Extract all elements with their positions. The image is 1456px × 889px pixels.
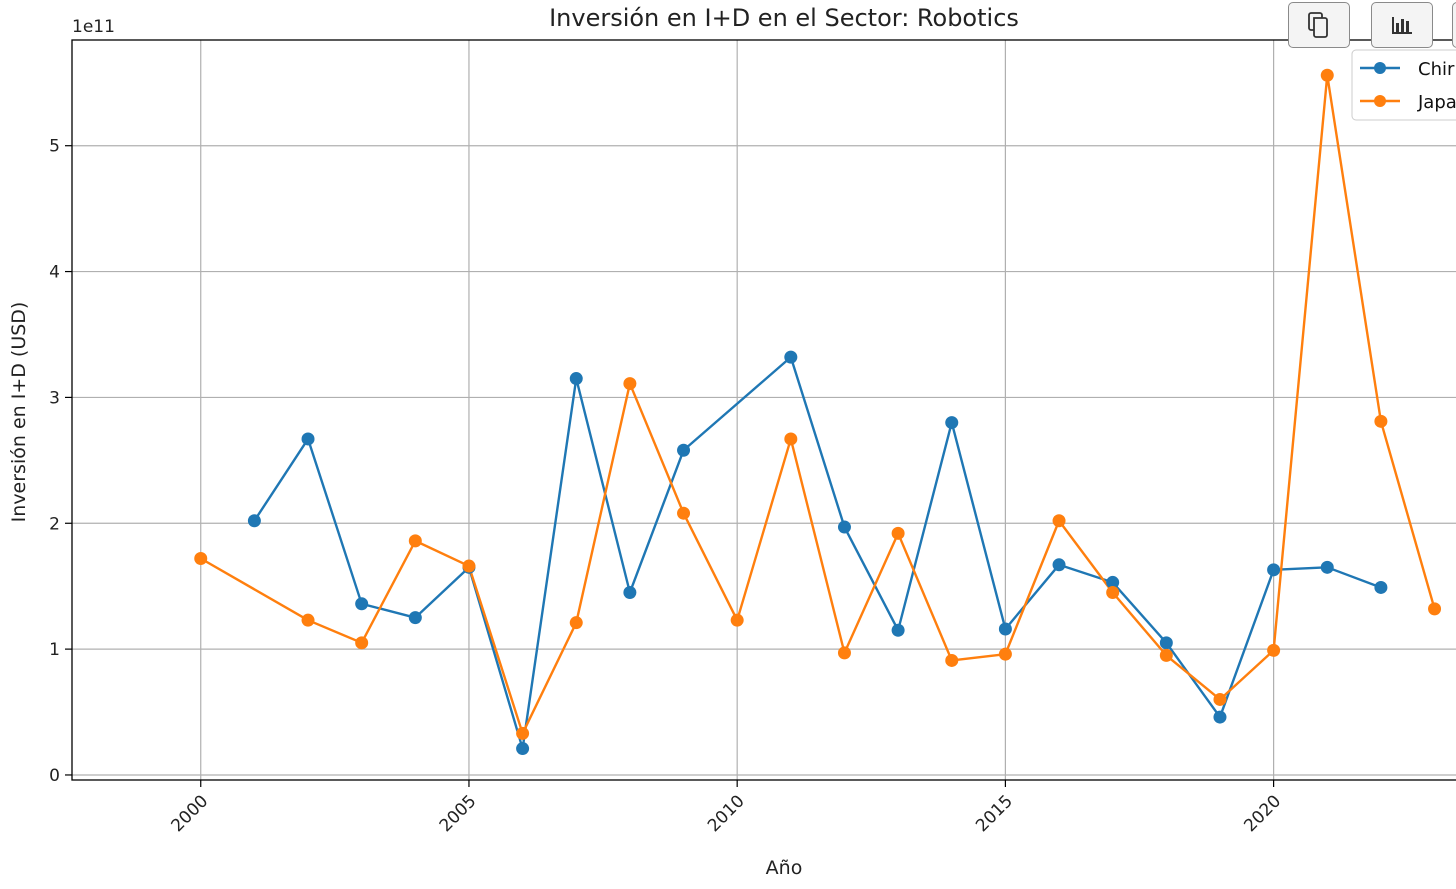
data-point-japa bbox=[730, 613, 744, 627]
data-point-chir bbox=[784, 350, 798, 364]
data-point-japa bbox=[355, 636, 369, 650]
legend-marker-japa bbox=[1374, 95, 1386, 107]
data-point-chir bbox=[1267, 563, 1281, 577]
data-point-japa bbox=[516, 726, 530, 740]
x-axis-label: Año bbox=[766, 857, 803, 879]
data-point-japa bbox=[569, 616, 583, 630]
copy-button[interactable] bbox=[1288, 2, 1350, 48]
data-point-chir bbox=[998, 622, 1012, 636]
y-tick-label: 3 bbox=[49, 388, 60, 408]
data-point-japa bbox=[1374, 414, 1388, 428]
y-tick-label: 2 bbox=[49, 514, 60, 534]
data-point-chir bbox=[623, 585, 637, 599]
data-point-chir bbox=[1213, 710, 1227, 724]
data-point-japa bbox=[1052, 514, 1066, 528]
copy-icon bbox=[1308, 12, 1328, 38]
data-point-japa bbox=[301, 613, 315, 627]
legend-marker-chir bbox=[1374, 62, 1386, 74]
y-axis-label: Inversión en I+D (USD) bbox=[8, 302, 30, 523]
data-point-japa bbox=[462, 559, 476, 573]
data-point-japa bbox=[1320, 68, 1334, 82]
data-point-chir bbox=[301, 432, 315, 446]
data-point-chir bbox=[1320, 560, 1334, 574]
data-point-japa bbox=[1106, 585, 1120, 599]
x-tick-label: 2020 bbox=[1240, 791, 1285, 836]
data-point-japa bbox=[677, 506, 691, 520]
data-point-japa bbox=[1213, 692, 1227, 706]
y-tick-label: 1 bbox=[49, 640, 60, 660]
toolbar-button-partial[interactable] bbox=[1452, 2, 1456, 48]
legend-label-chir: Chir bbox=[1418, 59, 1455, 80]
data-point-chir bbox=[355, 597, 369, 611]
y-axis: 0 1 2 3 4 5 bbox=[49, 137, 72, 786]
series-line-chir bbox=[253, 355, 1382, 750]
data-point-chir bbox=[516, 742, 530, 756]
data-point-chir bbox=[891, 623, 905, 637]
data-point-chir bbox=[1159, 636, 1173, 650]
x-tick-label: 2015 bbox=[972, 791, 1017, 836]
y-tick-label: 4 bbox=[49, 263, 60, 283]
x-tick-label: 2010 bbox=[704, 791, 749, 836]
bar-chart-icon bbox=[1392, 17, 1412, 34]
data-point-japa bbox=[891, 526, 905, 540]
y-tick-label: 0 bbox=[49, 766, 60, 786]
data-point-japa bbox=[1267, 643, 1281, 657]
y-tick-label: 5 bbox=[49, 137, 60, 157]
data-point-japa bbox=[837, 646, 851, 660]
data-point-chir bbox=[837, 520, 851, 534]
data-point-japa bbox=[623, 377, 637, 391]
chart-title: Inversión en I+D en el Sector: Robotics bbox=[549, 4, 1019, 32]
data-point-japa bbox=[1428, 602, 1442, 616]
bar-chart-button[interactable] bbox=[1371, 2, 1433, 48]
legend-label-japa: Japa bbox=[1417, 92, 1456, 113]
plot-frame bbox=[71, 39, 1456, 781]
data-point-chir bbox=[247, 514, 261, 528]
data-point-japa bbox=[1159, 648, 1173, 662]
data-point-chir bbox=[408, 611, 422, 625]
data-point-japa bbox=[408, 534, 422, 548]
data-point-japa bbox=[194, 552, 208, 566]
data-point-chir bbox=[569, 372, 583, 386]
data-point-japa bbox=[784, 432, 798, 446]
data-point-chir bbox=[1374, 580, 1388, 594]
grid bbox=[72, 40, 1456, 780]
x-tick-label: 2005 bbox=[436, 791, 481, 836]
data-point-japa bbox=[945, 653, 959, 667]
data-point-chir bbox=[1052, 558, 1066, 572]
data-point-japa bbox=[998, 647, 1012, 661]
data-point-chir bbox=[1106, 575, 1120, 589]
series-layer bbox=[194, 68, 1442, 756]
data-point-chir bbox=[677, 443, 691, 457]
legend: Chir Japa bbox=[1351, 49, 1456, 121]
data-point-chir bbox=[945, 416, 959, 430]
x-axis: 2000 2005 2010 2015 2020 bbox=[168, 780, 1285, 836]
y-offset-label: 1e11 bbox=[72, 17, 115, 37]
x-tick-label: 2000 bbox=[168, 791, 213, 836]
